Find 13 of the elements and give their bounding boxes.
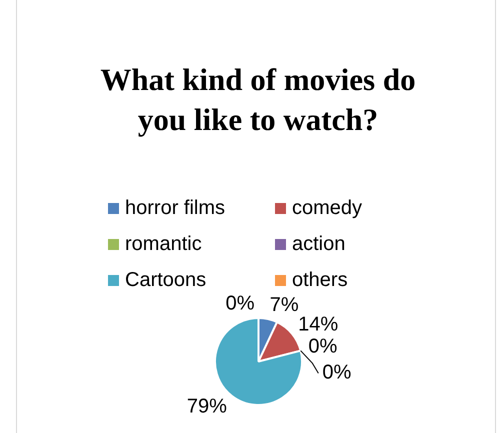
legend-label: others (292, 268, 348, 292)
legend-label: action (292, 232, 346, 256)
text: 0% (322, 362, 352, 384)
legend-label: Cartoons (125, 268, 206, 292)
data-label: 14% (298, 313, 338, 336)
data-label: 79% (186, 395, 228, 418)
legend-label: romantic (125, 232, 202, 256)
chart-title: What kind of movies do you like to watch? (99, 61, 417, 139)
text: 0% (226, 292, 254, 315)
legend-label: horror films (125, 196, 226, 220)
legend-label: comedy (292, 196, 362, 220)
data-label: 7% (270, 294, 299, 316)
text: 0% (308, 336, 338, 358)
